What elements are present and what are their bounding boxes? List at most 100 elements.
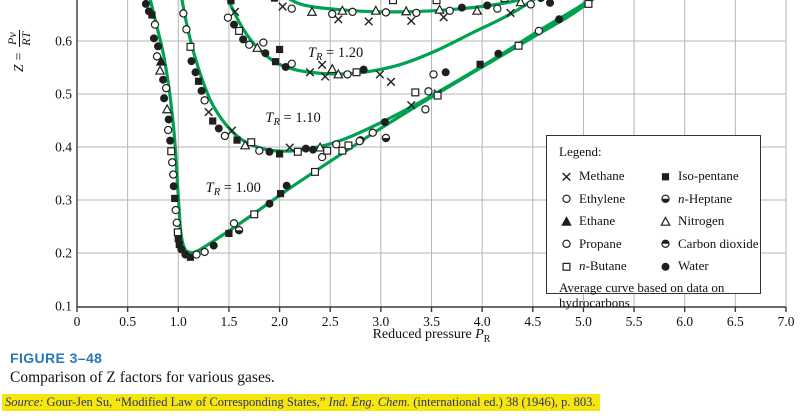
source-journal: Ind. Eng. Chem. — [328, 395, 411, 409]
point-sq — [186, 42, 195, 51]
point-tn — [337, 5, 348, 15]
y-axis-fraction-denominator: RT — [18, 31, 33, 46]
legend-item-label: Water — [678, 258, 709, 273]
point-sq — [344, 141, 353, 150]
x-tick-label: 7.0 — [778, 314, 795, 329]
point-o — [534, 26, 544, 36]
point-cf — [380, 118, 389, 127]
point-x — [562, 172, 571, 181]
y-tick-label: 0.6 — [55, 34, 72, 49]
point-tn — [370, 5, 381, 15]
ethane-symbol-icon — [561, 215, 572, 226]
point-cf — [169, 182, 178, 191]
x-tick-label: 1.0 — [170, 314, 187, 329]
point-sq — [293, 147, 302, 156]
point-sf — [148, 11, 156, 19]
point-o — [355, 136, 364, 146]
point-sq — [411, 88, 420, 97]
y-axis-label: Z = Pv RT — [5, 30, 33, 72]
point-sq — [338, 146, 347, 155]
legend-item: Iso-pentane — [658, 168, 759, 184]
point-sf — [661, 172, 670, 180]
chart-data-points — [141, 0, 593, 261]
legend-item: Methane — [559, 168, 658, 184]
point-sq — [247, 138, 256, 147]
point-o — [161, 83, 171, 93]
legend-item-label: Propane — [579, 235, 622, 251]
point-o — [445, 6, 454, 15]
point-o — [255, 146, 264, 155]
chart-tick-labels: 0 0.5 1.0 1.5 2.0 2.5 3.0 3.5 4.0 4.5 5.0 5.5 6.0 6.5… — [55, 34, 795, 330]
point-sf — [270, 0, 279, 2]
point-sf — [476, 60, 484, 68]
point-sq — [562, 262, 571, 271]
y-tick-label: 0.1 — [55, 299, 72, 314]
x-tick-label: 4.5 — [524, 314, 541, 329]
point-o — [150, 20, 160, 29]
x-tick-label: 1.5 — [220, 314, 237, 329]
point-cf — [483, 1, 492, 10]
water-symbol-icon — [661, 262, 670, 271]
point-tn — [400, 5, 412, 16]
curve-label: TR = 1.10 — [265, 110, 320, 128]
y-tick-label: 0.3 — [55, 193, 72, 208]
x-tick-label: 2.5 — [322, 314, 339, 329]
point-cf — [209, 241, 218, 250]
point-sf — [209, 117, 217, 125]
point-cf — [191, 68, 200, 77]
point-cf — [159, 75, 168, 84]
figure-caption: Comparison of Z factors for various gase… — [10, 369, 275, 386]
legend-items: Methane Iso-pentane Ethylene n-Heptane Ethan… — [559, 168, 759, 274]
legend-item: Ethylene — [559, 191, 658, 207]
point-cf — [457, 3, 466, 12]
point-o — [229, 219, 239, 228]
legend-item-label: Iso-pentane — [678, 168, 739, 183]
nitrogen-symbol-icon — [660, 215, 671, 226]
x-axis-label: Reduced pressure PR — [372, 327, 491, 345]
point-o — [172, 218, 181, 227]
point-x — [386, 77, 396, 87]
figure-source: Source: Gour-Jen Su, “Modified Law of Co… — [2, 394, 600, 411]
legend-item: Water — [658, 258, 759, 274]
point-sq — [250, 210, 259, 219]
point-cf — [265, 199, 274, 208]
legend-item-label: n-Heptane — [678, 190, 733, 206]
legend-title: Legend: — [559, 144, 602, 159]
point-x — [320, 72, 330, 81]
point-o — [163, 125, 173, 135]
point-cf — [214, 124, 223, 133]
point-x — [227, 126, 237, 135]
point-o — [179, 9, 188, 18]
x-tick-label: 6.0 — [676, 314, 693, 329]
point-cf — [537, 0, 545, 3]
chart-curve-labels: TR = 1.20 TR = 1.10 TR = 1.00 — [206, 45, 364, 198]
point-cf — [239, 35, 248, 44]
x-tick-label: 3.0 — [372, 314, 389, 329]
point-o — [287, 59, 296, 68]
point-sq — [432, 0, 441, 5]
point-x — [278, 2, 287, 11]
point-cf — [281, 62, 290, 71]
point-sq — [167, 147, 176, 156]
point-tn — [252, 42, 263, 52]
curve-tr-1.10 — [180, 0, 591, 153]
point-tn — [306, 6, 318, 16]
point-sq — [514, 41, 523, 50]
point-hb — [381, 133, 391, 143]
point-cf — [187, 57, 196, 66]
point-cf — [149, 34, 158, 43]
legend-item: n-Butane — [559, 258, 658, 274]
legend-item-label: Ethylene — [579, 190, 626, 206]
point-sf — [227, 0, 235, 5]
point-sf — [276, 190, 285, 198]
point-o — [343, 70, 352, 79]
point-cf — [546, 0, 555, 7]
y-tick-label: 0.4 — [55, 140, 72, 155]
point-o — [412, 8, 421, 18]
point-tn — [161, 103, 173, 114]
point-cf — [494, 49, 503, 58]
chart-axes — [76, 0, 787, 312]
point-tn — [434, 4, 445, 14]
point-o — [381, 8, 391, 17]
point-sq — [389, 0, 398, 5]
